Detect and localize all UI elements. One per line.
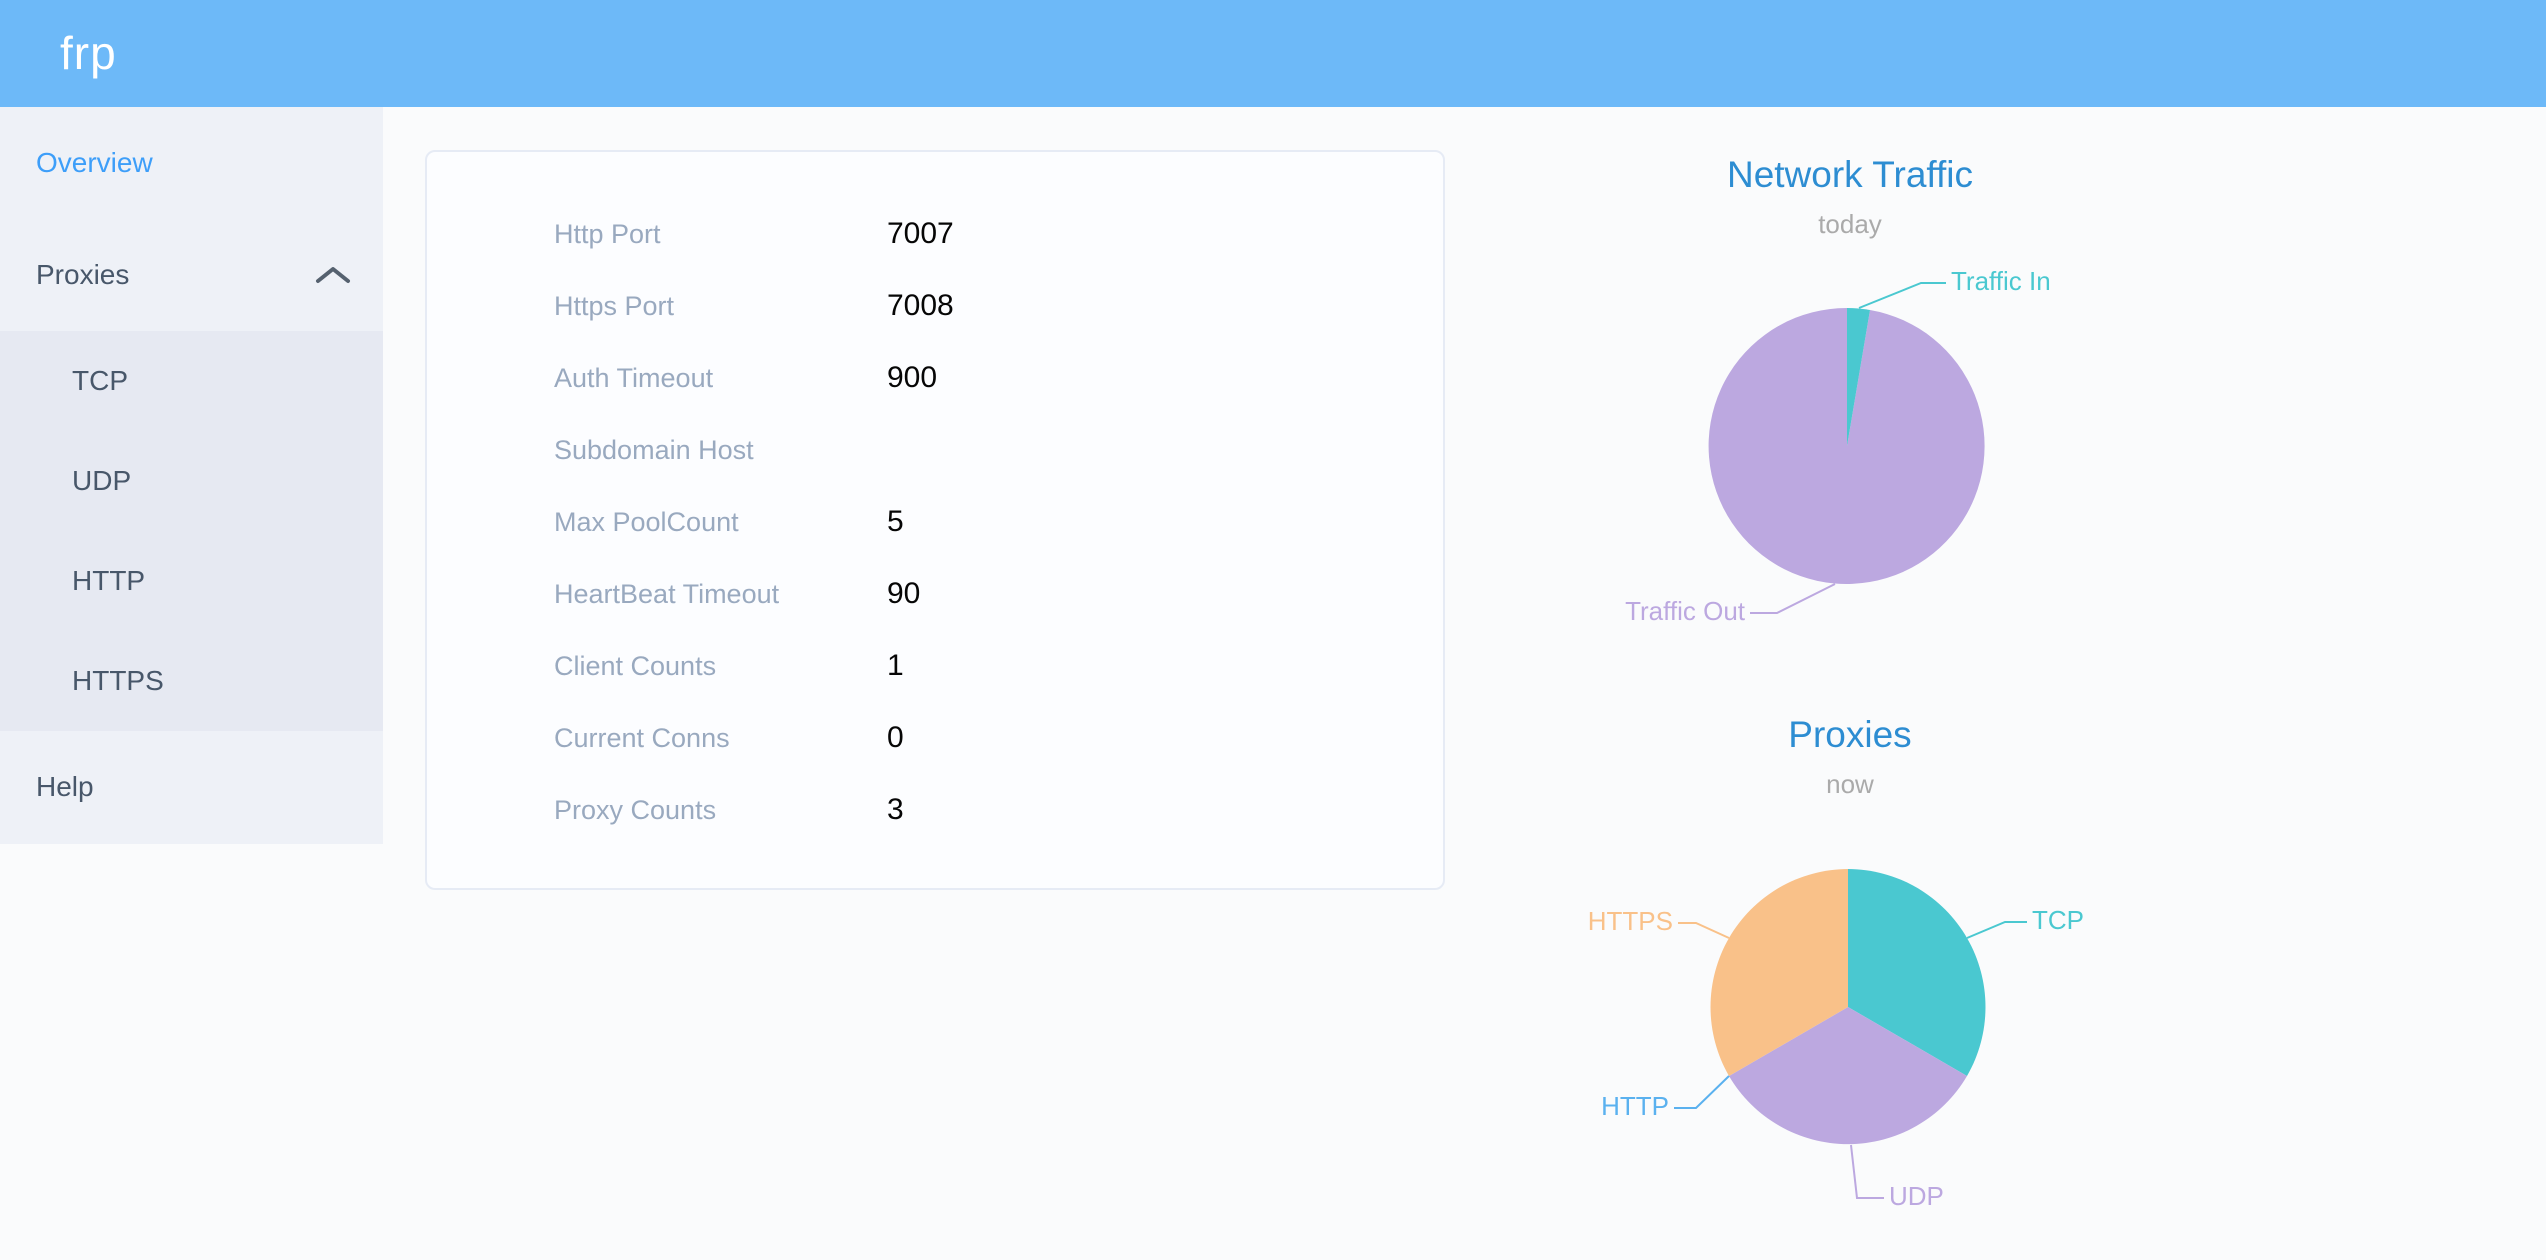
network-traffic-pie: Traffic In Traffic Out <box>1625 266 2051 626</box>
sidebar-item-proxies[interactable]: Proxies <box>0 219 383 331</box>
pie-label-http: HTTP <box>1601 1091 1669 1121</box>
info-row-auth-timeout: Auth Timeout 900 <box>427 342 1443 414</box>
info-row-max-poolcount: Max PoolCount 5 <box>427 486 1443 558</box>
info-label: Https Port <box>554 290 675 321</box>
info-row-current-conns: Current Conns 0 <box>427 702 1443 774</box>
info-label: Max PoolCount <box>554 506 739 537</box>
info-value: 90 <box>887 577 921 610</box>
info-value: 0 <box>887 721 904 754</box>
chart-title: Proxies <box>1788 714 1912 755</box>
info-label: Proxy Counts <box>554 794 717 825</box>
chart-subtitle: now <box>1826 769 1874 799</box>
leader-line-traffic-in <box>1858 282 1946 309</box>
proxies-submenu: TCP UDP HTTP HTTPS <box>0 331 383 731</box>
leader-line-http <box>1674 1075 1730 1109</box>
info-label: Http Port <box>554 218 661 249</box>
proxies-chart: Proxies now TCP HTTPS HTTP UDP <box>1500 700 2200 1260</box>
info-label: Current Conns <box>554 722 730 753</box>
pie-slice-traffic-in[interactable] <box>1847 308 1870 446</box>
info-label: Subdomain Host <box>554 434 754 465</box>
sidebar-item-tcp[interactable]: TCP <box>72 365 128 396</box>
info-row-http-port: Http Port 7007 <box>427 198 1443 270</box>
app-logo[interactable]: frp <box>60 27 117 79</box>
pie-slice-https[interactable] <box>1710 869 1848 1076</box>
sidebar-item-proxies-label: Proxies <box>36 259 130 290</box>
network-traffic-chart: Network Traffic today Traffic In Traffic… <box>1500 140 2200 700</box>
info-value: 1 <box>887 649 904 682</box>
info-row-subdomain-host: Subdomain Host <box>427 414 1443 486</box>
info-value: 900 <box>887 361 938 394</box>
pie-label-traffic-out: Traffic Out <box>1625 596 1746 626</box>
info-label: HeartBeat Timeout <box>554 578 780 609</box>
info-value: 7007 <box>887 217 954 250</box>
info-value: 5 <box>887 505 904 538</box>
chart-title: Network Traffic <box>1726 154 1974 195</box>
chart-subtitle: today <box>1818 209 1882 239</box>
info-value: 7008 <box>887 289 954 322</box>
chevron-up-icon <box>316 267 350 283</box>
info-row-proxy-counts: Proxy Counts 3 <box>427 774 1443 846</box>
sidebar-item-help[interactable]: Help <box>36 771 94 802</box>
info-label: Client Counts <box>554 650 717 681</box>
server-info-card: Http Port 7007 Https Port 7008 Auth Time… <box>425 150 1445 890</box>
proxies-pie: TCP HTTPS HTTP UDP <box>1588 869 2084 1211</box>
info-row-heartbeat-timeout: HeartBeat Timeout 90 <box>427 558 1443 630</box>
sidebar: Overview Proxies TCP UDP HTTP HTTPS Help <box>0 107 383 844</box>
pie-slice-traffic-out[interactable] <box>1708 307 1985 584</box>
leader-line-udp <box>1850 1144 1884 1199</box>
pie-label-tcp: TCP <box>2032 905 2084 935</box>
sidebar-item-http[interactable]: HTTP <box>72 565 146 596</box>
info-row-https-port: Https Port 7008 <box>427 270 1443 342</box>
info-value: 3 <box>887 793 904 826</box>
leader-line-https <box>1678 922 1730 939</box>
sidebar-item-overview[interactable]: Overview <box>36 147 153 178</box>
sidebar-item-udp[interactable]: UDP <box>72 465 132 496</box>
pie-label-traffic-in: Traffic In <box>1951 266 2051 296</box>
pie-label-https: HTTPS <box>1588 906 1673 936</box>
sidebar-item-https[interactable]: HTTPS <box>72 665 164 696</box>
pie-slice-udp[interactable] <box>1729 1007 1967 1145</box>
leader-line-tcp <box>1966 921 2027 939</box>
info-label: Auth Timeout <box>554 362 714 393</box>
pie-label-udp: UDP <box>1889 1181 1944 1211</box>
pie-slice-tcp[interactable] <box>1848 869 1986 1076</box>
info-row-client-counts: Client Counts 1 <box>427 630 1443 702</box>
app-header: frp <box>0 0 2546 107</box>
leader-line-traffic-out <box>1750 583 1836 614</box>
